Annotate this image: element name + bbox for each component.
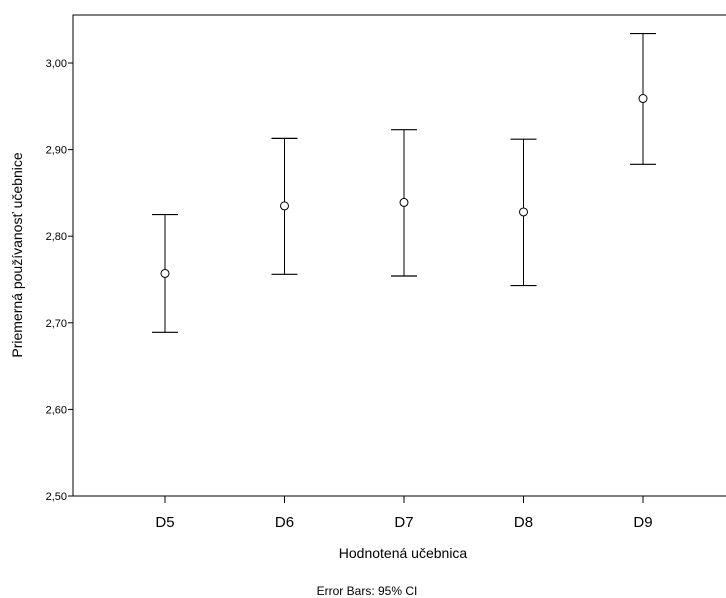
error-bar-d6 [271,137,298,275]
y-tick-label: 3,00 [46,58,67,70]
error-bar-d8 [510,138,537,287]
y-axis-title: Priemerná používanosť učebnice [9,152,25,357]
x-tick-label: D9 [633,514,652,531]
mean-point [519,207,528,217]
mean-point [399,197,409,207]
y-tick-label: 2,50 [46,491,67,503]
error-bar-d9 [630,32,656,165]
x-tick-label: D5 [155,514,174,531]
y-tick-label: 2,60 [46,404,67,416]
y-axis: 2,50 2,60 2,70 2,80 2,90 3,00 [46,58,73,503]
mean-point [280,201,289,211]
error-bar-d5 [152,213,178,333]
x-axis: D5 D6 D7 D8 D9 [155,496,653,531]
mean-point [638,94,648,104]
x-axis-title: Hodnotená učebnica [339,545,468,561]
x-tick-label: D7 [394,514,413,531]
error-bars [152,32,656,333]
y-tick-label: 2,80 [46,231,67,243]
error-bar-d7 [391,129,417,277]
x-tick-label: D8 [514,514,533,531]
y-tick-label: 2,90 [46,145,67,157]
x-tick-label: D6 [275,514,294,531]
y-tick-label: 2,70 [46,318,67,330]
plot-frame [72,14,726,497]
error-bars-note: Error Bars: 95% CI [317,584,418,598]
mean-point [160,268,170,278]
